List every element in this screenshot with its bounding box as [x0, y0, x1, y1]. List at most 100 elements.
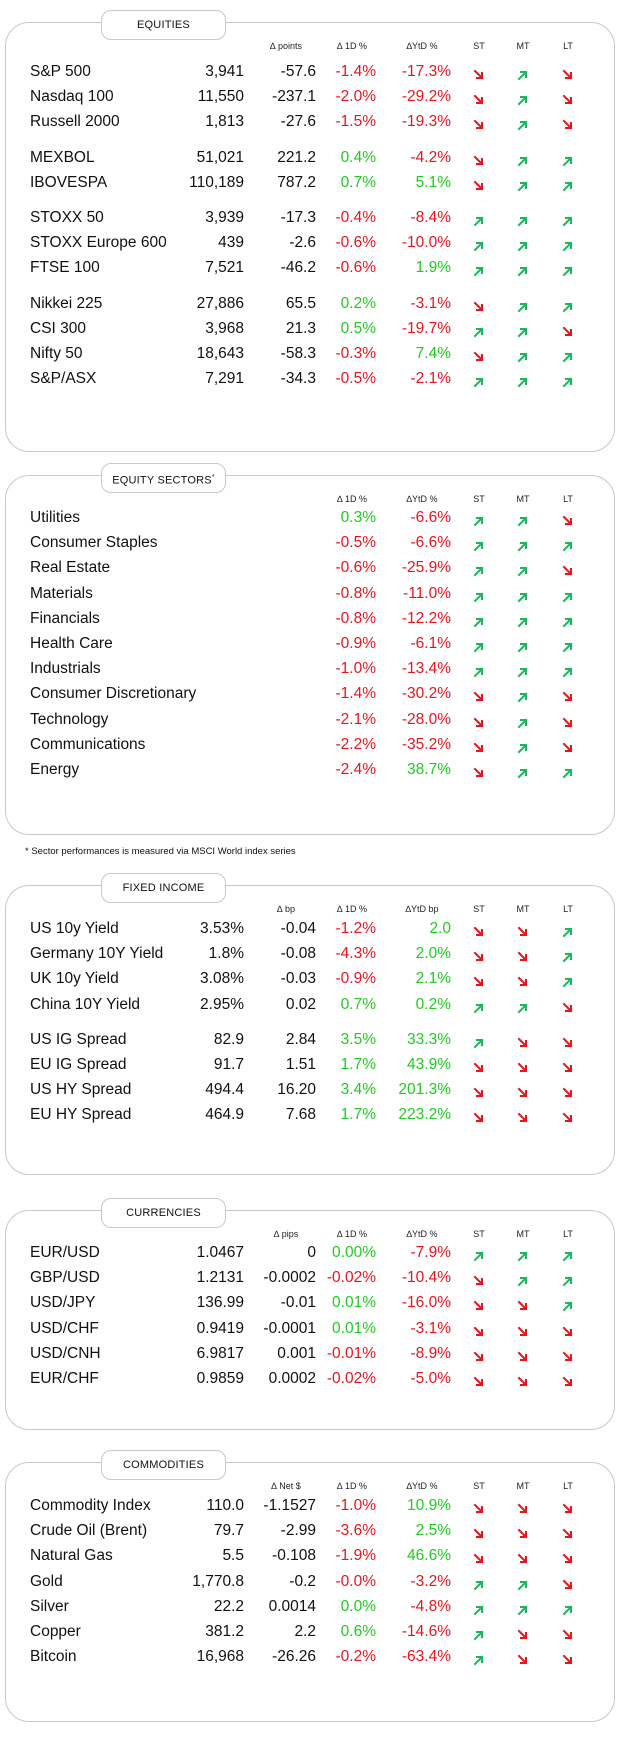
row-name: US IG Spread — [30, 1030, 127, 1048]
row-change: 1.51 — [285, 1056, 316, 1073]
trend-down-icon — [562, 69, 573, 80]
row-1d-pct: -1.5% — [335, 113, 377, 131]
row-ytd: 2.1% — [415, 970, 451, 988]
header-lt: LT — [563, 494, 573, 504]
row-name: EU IG Spread — [30, 1056, 127, 1073]
table-row: Health Care -0.9% -6.1% — [6, 635, 616, 659]
currencies-panel: CURRENCIES ∆ pips ∆ 1D % ∆YtD % ST MT LT… — [5, 1198, 616, 1430]
row-1d-pct: -0.9% — [335, 970, 377, 988]
trend-down-icon — [517, 1376, 528, 1387]
table-row: EUR/CHF 0.9859 0.0002 -0.02% -5.0% — [6, 1370, 616, 1394]
trend-up-icon — [473, 566, 484, 577]
row-level: 494.4 — [205, 1081, 244, 1099]
trend-up-icon — [562, 266, 573, 277]
row-name: IBOVESPA — [30, 173, 108, 191]
trend-down-icon — [517, 926, 528, 937]
table-row: S&P/ASX 7,291 -34.3 -0.5% -2.1% — [6, 370, 616, 394]
trend-up-icon — [473, 327, 484, 338]
trend-down-icon — [562, 565, 573, 576]
row-ytd: -8.9% — [410, 1344, 452, 1362]
row-1d-pct: -0.01% — [326, 1344, 376, 1362]
trend-down-icon — [473, 180, 484, 191]
row-1d-pct: -1.0% — [335, 660, 377, 678]
trend-down-icon — [517, 1351, 528, 1362]
row-name: S&P/ASX — [30, 370, 97, 388]
header-1d: ∆ 1D % — [336, 1481, 367, 1491]
table-row: Energy -2.4% 38.7% — [6, 761, 616, 785]
row-ytd: -3.1% — [410, 1319, 452, 1337]
row-1d-pct: 0.7% — [340, 173, 376, 191]
row-name: Materials — [30, 584, 93, 602]
trend-up-icon — [473, 592, 484, 603]
row-level: 5.5 — [222, 1547, 244, 1565]
trend-up-icon — [562, 667, 573, 678]
table-row: US HY Spread 494.4 16.20 3.4% 201.3% — [6, 1081, 616, 1105]
trend-down-icon — [562, 1579, 573, 1590]
table-row: Nasdaq 100 11,550 -237.1 -2.0% -29.2% — [6, 88, 616, 112]
row-ytd: 43.9% — [407, 1056, 451, 1073]
row-level: 7,291 — [205, 370, 244, 388]
table-row: EUR/USD 1.0467 0 0.00% -7.9% — [6, 1244, 616, 1268]
trend-up-icon — [517, 592, 528, 603]
trend-down-icon — [473, 951, 484, 962]
row-ytd: -7.9% — [410, 1244, 452, 1261]
row-change: -237.1 — [272, 88, 316, 106]
table-row: Real Estate -0.6% -25.9% — [6, 559, 616, 583]
row-ytd: -30.2% — [401, 685, 451, 703]
trend-up-icon — [517, 70, 528, 81]
header-lt: LT — [563, 41, 573, 51]
row-name: Industrials — [30, 660, 101, 678]
row-change: -0.03 — [280, 970, 316, 988]
trend-down-icon — [562, 691, 573, 702]
trend-down-icon — [473, 351, 484, 362]
row-1d-pct: -1.4% — [335, 685, 377, 703]
trend-up-icon — [517, 642, 528, 653]
trend-down-icon — [562, 326, 573, 337]
trend-up-icon — [562, 617, 573, 628]
trend-down-icon — [517, 1112, 528, 1123]
trend-down-icon — [473, 691, 484, 702]
row-change: 0.001 — [277, 1344, 316, 1362]
trend-up-icon — [562, 377, 573, 388]
row-1d-pct: 3.4% — [340, 1081, 376, 1099]
row-name: Natural Gas — [30, 1547, 113, 1565]
row-ytd: 10.9% — [407, 1497, 451, 1514]
table-row: IBOVESPA 110,189 787.2 0.7% 5.1% — [6, 174, 616, 198]
trend-up-icon — [562, 241, 573, 252]
trend-up-icon — [473, 216, 484, 227]
row-level: 11,550 — [197, 88, 244, 106]
trend-up-icon — [562, 1276, 573, 1287]
trend-up-icon — [562, 302, 573, 313]
row-change: 7.68 — [285, 1106, 316, 1124]
trend-down-icon — [562, 94, 573, 105]
trend-up-icon — [562, 592, 573, 603]
row-name: Real Estate — [30, 559, 111, 577]
row-name: US HY Spread — [30, 1081, 132, 1099]
row-name: MEXBOL — [30, 148, 95, 166]
row-1d-pct: -4.3% — [335, 945, 377, 963]
row-change: -34.3 — [280, 370, 316, 388]
row-1d-pct: -2.2% — [335, 735, 377, 753]
fixed-income-title: FIXED INCOME — [101, 873, 226, 903]
table-row: Technology -2.1% -28.0% — [6, 711, 616, 735]
row-change: -58.3 — [280, 345, 316, 362]
row-level: 16,968 — [196, 1648, 244, 1666]
trend-down-icon — [517, 1503, 528, 1514]
trend-down-icon — [562, 1654, 573, 1665]
trend-up-icon — [562, 181, 573, 192]
trend-down-icon — [473, 1087, 484, 1098]
row-ytd: -4.2% — [410, 148, 452, 166]
row-name: STOXX 50 — [30, 209, 104, 226]
row-1d-pct: -0.9% — [335, 635, 377, 652]
row-level: 51,021 — [196, 148, 244, 166]
trend-down-icon — [562, 1326, 573, 1337]
trend-up-icon — [473, 667, 484, 678]
row-name: S&P 500 — [30, 63, 91, 80]
trend-down-icon — [562, 1351, 573, 1362]
trend-up-icon — [562, 977, 573, 988]
row-ytd: -6.6% — [410, 534, 452, 552]
row-change: -46.2 — [280, 259, 316, 277]
trend-down-icon — [517, 1553, 528, 1564]
header-mt: MT — [516, 1229, 530, 1239]
row-change: -27.6 — [280, 113, 316, 131]
